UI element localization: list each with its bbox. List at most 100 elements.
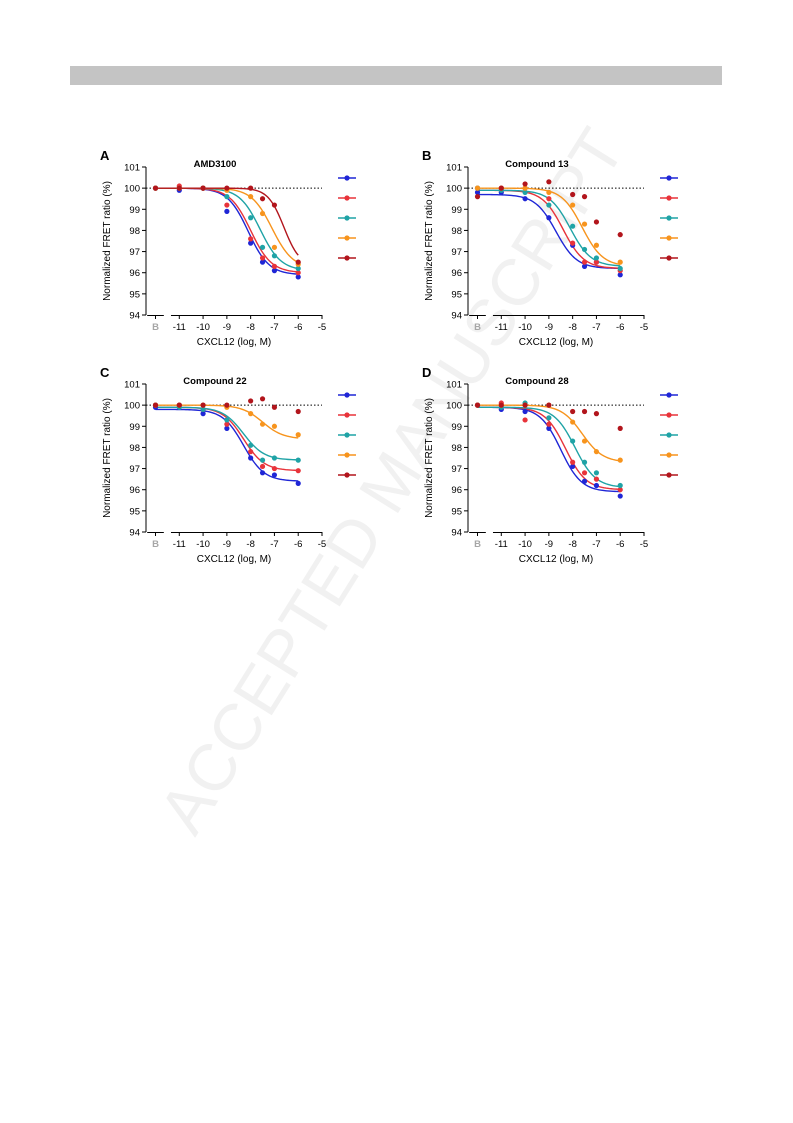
data-point: [259, 396, 266, 402]
legend-swatch-marker: [666, 235, 672, 241]
legend-swatch-marker: [344, 175, 350, 181]
chart-title: Compound 22: [183, 376, 246, 387]
data-point: [546, 215, 552, 221]
legend-swatch-marker: [344, 195, 350, 201]
y-tick-label: 94: [451, 311, 462, 322]
chart-svg: B Compound 13 94 95 96 97 98 99 100 101 B -11 -10 -9 -…: [422, 148, 678, 348]
legend-swatch-marker: [344, 412, 350, 418]
x-tick-label: -7: [270, 322, 278, 333]
x-tick-label: -11: [173, 322, 186, 333]
data-point: [546, 425, 552, 431]
data-point: [522, 189, 528, 195]
data-point: [176, 185, 182, 191]
x-tick-label: -5: [318, 539, 326, 550]
data-point: [474, 185, 481, 191]
data-point: [248, 449, 254, 455]
data-point: [522, 402, 528, 408]
data-point: [259, 196, 266, 202]
y-tick-label: 95: [451, 289, 462, 300]
x-axis-label: CXCL12 (log, M): [519, 337, 593, 348]
fit-curve: [155, 187, 299, 273]
x-axis-label: CXCL12 (log, M): [519, 554, 593, 565]
x-tick-label: B: [474, 322, 481, 333]
x-tick-label: -11: [495, 539, 508, 550]
y-tick-label: 98: [451, 443, 462, 454]
data-point: [617, 425, 623, 431]
data-point: [617, 232, 623, 238]
data-point: [617, 487, 623, 493]
data-point: [570, 438, 576, 444]
y-tick-label: 98: [129, 443, 140, 454]
data-point: [295, 480, 301, 486]
x-tick-label: -10: [196, 322, 210, 333]
y-axis-label: Normalized FRET ratio (%): [424, 398, 435, 518]
data-point: [271, 472, 278, 478]
legend-swatch-marker: [344, 255, 350, 261]
data-point: [295, 457, 301, 463]
data-point: [248, 194, 254, 200]
data-point: [593, 482, 600, 489]
y-tick-label: 94: [451, 528, 462, 539]
chart-panel-b: B Compound 13 94 95 96 97 98 99 100 101 B -11 -10 -9 -…: [420, 145, 680, 360]
y-tick-label: 97: [129, 247, 140, 258]
data-point: [248, 398, 254, 404]
legend-swatch-marker: [344, 452, 350, 458]
x-tick-label: B: [152, 322, 159, 333]
y-tick-label: 95: [129, 506, 140, 517]
x-tick-label: -7: [592, 539, 600, 550]
data-point: [259, 244, 266, 250]
fit-curve: [155, 187, 299, 275]
data-point: [224, 417, 230, 423]
x-tick-label: -8: [246, 322, 254, 333]
data-point: [200, 406, 206, 412]
data-point: [546, 202, 552, 208]
data-point: [200, 402, 206, 408]
data-point: [546, 402, 552, 408]
data-point: [259, 457, 266, 463]
fit-curve: [155, 406, 299, 461]
data-point: [581, 408, 588, 415]
data-point: [593, 470, 600, 476]
data-point: [200, 411, 206, 417]
y-tick-label: 95: [451, 506, 462, 517]
legend-swatch-marker: [666, 215, 672, 221]
y-tick-label: 101: [446, 163, 462, 174]
y-tick-label: 96: [129, 485, 140, 496]
data-point: [295, 408, 301, 415]
data-point: [546, 421, 552, 427]
data-point: [224, 402, 230, 408]
data-point: [522, 417, 528, 423]
data-point: [570, 459, 576, 465]
y-tick-label: 98: [129, 226, 140, 237]
legend-swatch-marker: [666, 472, 672, 478]
data-point: [248, 442, 254, 448]
x-axis-label: CXCL12 (log, M): [197, 337, 271, 348]
x-tick-label: -9: [545, 539, 553, 550]
data-point: [581, 246, 588, 253]
data-point: [271, 268, 278, 274]
data-point: [570, 191, 576, 198]
data-point: [570, 202, 576, 208]
x-tick-label: -8: [246, 539, 254, 550]
data-point: [617, 272, 623, 278]
fit-curve: [477, 189, 621, 267]
data-point: [593, 449, 600, 455]
y-tick-label: 95: [129, 289, 140, 300]
y-tick-label: 96: [129, 268, 140, 279]
data-point: [259, 421, 266, 427]
y-tick-label: 98: [451, 226, 462, 237]
legend-swatch-marker: [666, 452, 672, 458]
data-point: [248, 240, 254, 246]
data-point: [248, 215, 254, 221]
x-tick-label: -5: [640, 322, 648, 333]
panel-letter: D: [422, 365, 431, 380]
data-point: [224, 421, 230, 427]
x-axis-label: CXCL12 (log, M): [197, 554, 271, 565]
x-tick-label: -10: [518, 539, 532, 550]
data-point: [570, 463, 576, 470]
data-point: [248, 185, 254, 191]
y-tick-label: 99: [451, 422, 462, 433]
data-point: [248, 455, 254, 461]
data-point: [295, 274, 301, 280]
data-point: [581, 259, 588, 265]
